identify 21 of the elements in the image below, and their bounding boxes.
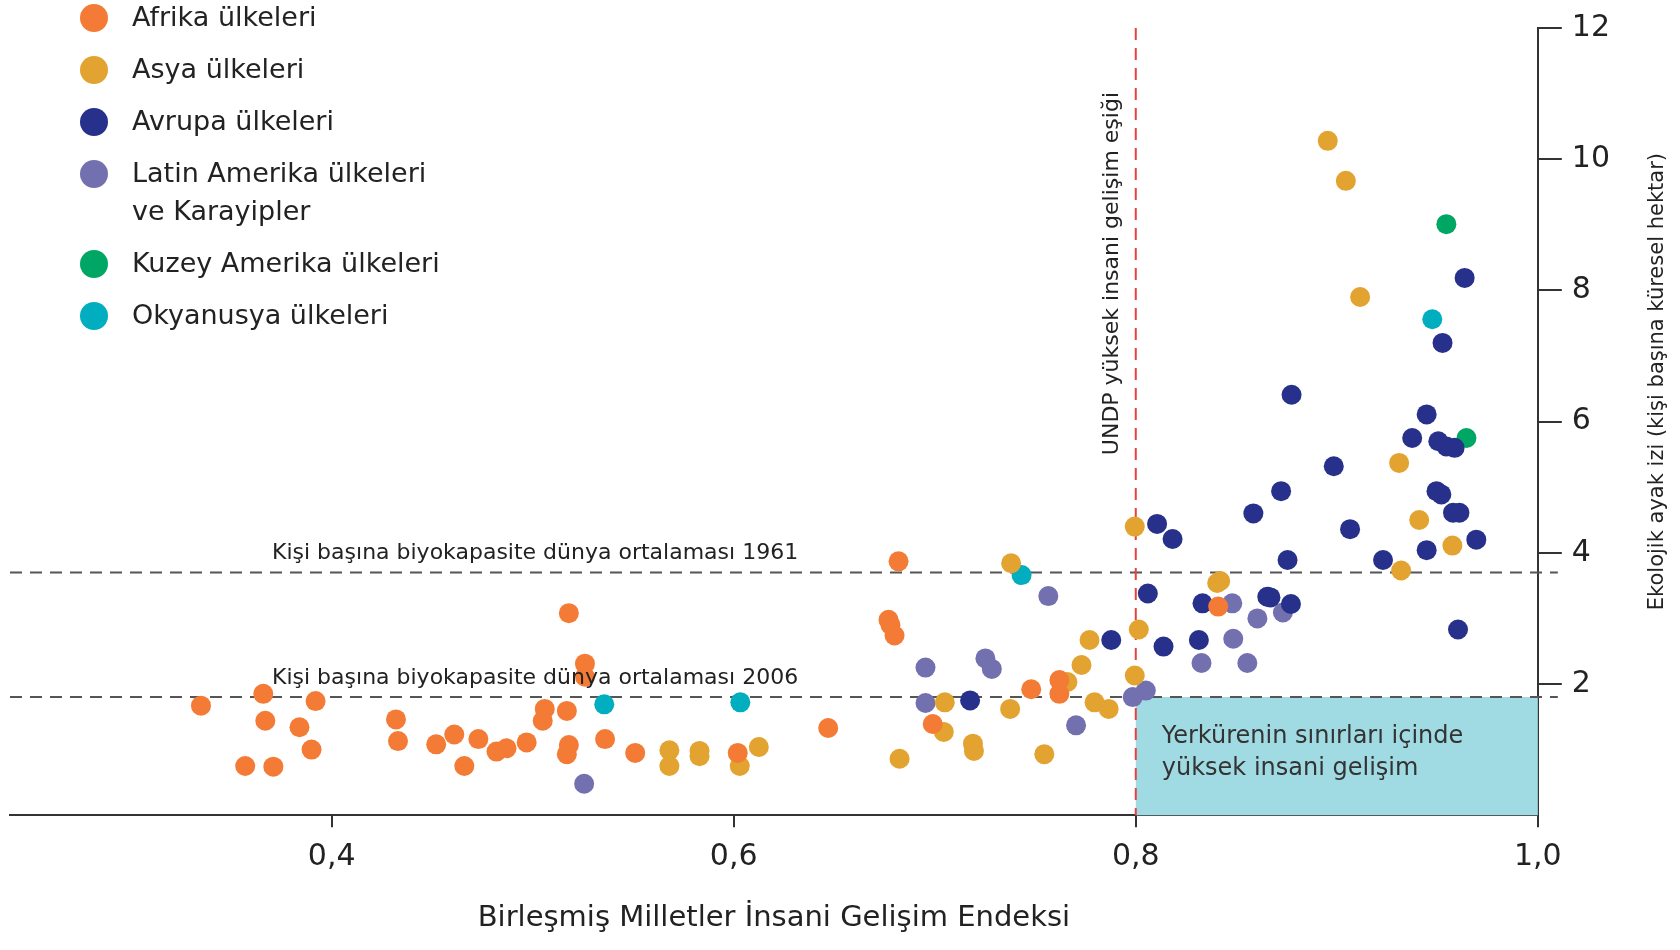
legend-label: Okyanusya ülkeleri [132, 298, 389, 332]
legend-label: Kuzey Amerika ülkeleri [132, 246, 440, 280]
ref-line-label: Kişi başına biyokapasite dünya ortalaması 1961 [272, 539, 799, 565]
y-axis-title: Ekolojik ayak izi (kişi başına küresel hektar) [1643, 153, 1668, 611]
ref-line-label: UNDP yüksek insani gelişim eşiği [1098, 92, 1124, 456]
y-tick-label: 4 [1571, 532, 1591, 568]
y-tick-label: 10 [1571, 139, 1611, 174]
legend-label: Latin Amerika ülkeleri ve Karayipler [132, 156, 427, 228]
x-axis-title: Birleşmiş Milletler İnsani Gelişim Endeksi [477, 899, 1071, 934]
band-label: Yerkürenin sınırları içinde yüksek insani gelişim [1160, 721, 1464, 782]
x-tick-label: 1,0 [1513, 837, 1562, 872]
x-tick-label: 0,8 [1111, 837, 1160, 872]
y-tick-label: 8 [1571, 270, 1591, 306]
y-tick-label: 12 [1571, 7, 1611, 43]
x-tick-label: 0,6 [709, 837, 758, 872]
legend-label: Asya ülkeleri [132, 52, 305, 86]
y-tick-label: 2 [1571, 663, 1591, 699]
legend-label: Avrupa ülkeleri [132, 104, 334, 138]
legend-label: Afrika ülkeleri [132, 0, 317, 34]
y-tick-label: 6 [1571, 401, 1591, 437]
x-tick-label: 0,4 [307, 837, 356, 872]
